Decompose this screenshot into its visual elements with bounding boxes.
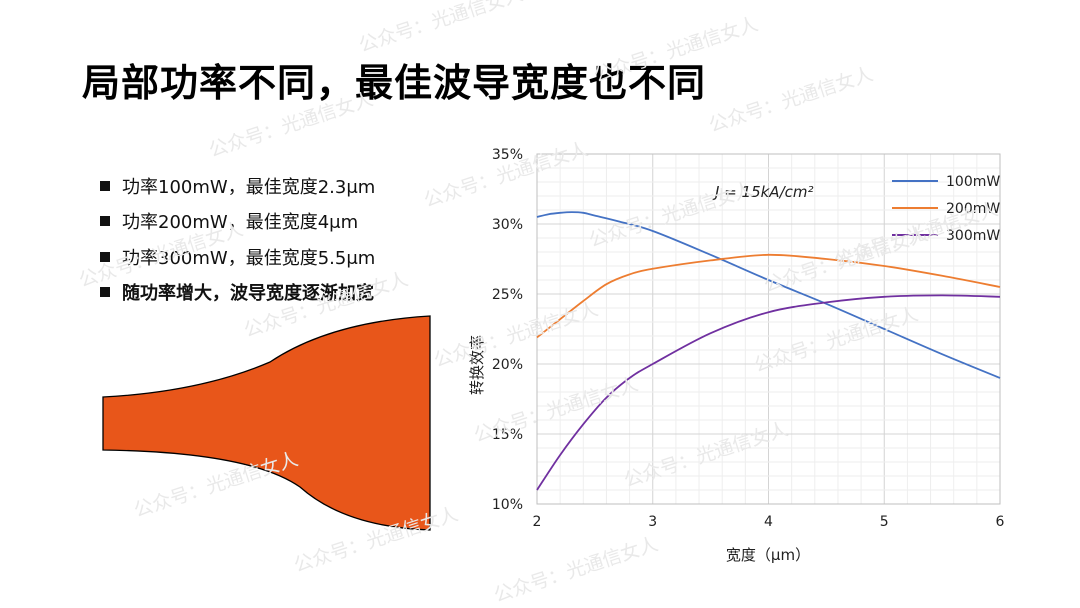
y-tick-label: 35%	[492, 147, 523, 163]
bullet-square-icon	[100, 180, 110, 191]
x-tick-label: 2	[533, 514, 542, 530]
bullet-text: 功率200mW，最佳宽度4μm	[122, 212, 359, 234]
series-line-200mW	[536, 253, 1001, 339]
efficiency-line-chart: 10% 15% 20% 25% 30% 35% 2 3 4 5 6 100mW 200mW 300mW…	[468, 147, 1005, 564]
x-tick-label: 4	[764, 514, 773, 530]
chart-annotation: J = 15kA/cm²	[712, 183, 814, 201]
bullet-square-icon	[100, 251, 110, 262]
y-tick-label: 15%	[492, 427, 523, 443]
x-tick-label: 6	[996, 514, 1005, 530]
legend-label: 200mW	[946, 201, 1000, 217]
bullet-item: 随功率增大，波导宽度逐渐加宽	[100, 275, 375, 311]
bullet-item: 功率100mW，最佳宽度2.3μm	[100, 168, 375, 204]
x-tick-label: 5	[880, 514, 889, 530]
y-tick-label: 30%	[492, 217, 523, 233]
bullet-text: 随功率增大，波导宽度逐渐加宽	[122, 283, 374, 305]
y-tick-label: 25%	[492, 287, 523, 303]
y-axis-label: 转换效率	[468, 335, 486, 395]
bullet-text: 功率300mW，最佳宽度5.5μm	[122, 247, 376, 269]
y-axis-ticks: 10% 15% 20% 25% 30% 35%	[492, 147, 523, 513]
legend-label: 100mW	[946, 174, 1000, 190]
slide-title: 局部功率不同，最佳波导宽度也不同	[82, 61, 707, 105]
bullet-square-icon	[100, 216, 110, 227]
series-line-100mW	[536, 211, 1001, 379]
bullet-item: 功率300mW，最佳宽度5.5μm	[100, 239, 375, 275]
bullet-text: 功率100mW，最佳宽度2.3μm	[122, 176, 376, 198]
tapered-waveguide-shape	[102, 315, 431, 531]
series-line-300mW	[536, 294, 1001, 491]
bullet-square-icon	[100, 287, 110, 298]
chart-gridlines	[536, 153, 1001, 505]
y-tick-label: 10%	[492, 497, 523, 513]
chart-legend: 100mW 200mW 300mW	[892, 174, 1000, 244]
series-lines	[536, 211, 1001, 491]
plot-frame	[536, 153, 1001, 505]
x-tick-label: 3	[648, 514, 657, 530]
legend-label: 300mW	[946, 228, 1000, 244]
watermark-text: 公众号：光通信女人	[706, 63, 876, 137]
y-tick-label: 20%	[492, 357, 523, 373]
x-axis-label: 宽度（μm）	[726, 546, 810, 564]
bullet-list: 功率100mW，最佳宽度2.3μm 功率200mW，最佳宽度4μm 功率300m…	[100, 168, 375, 310]
x-axis-ticks: 2 3 4 5 6	[533, 514, 1005, 530]
bullet-item: 功率200mW，最佳宽度4μm	[100, 204, 375, 240]
watermark-text: 公众号：光通信女人	[356, 0, 526, 57]
